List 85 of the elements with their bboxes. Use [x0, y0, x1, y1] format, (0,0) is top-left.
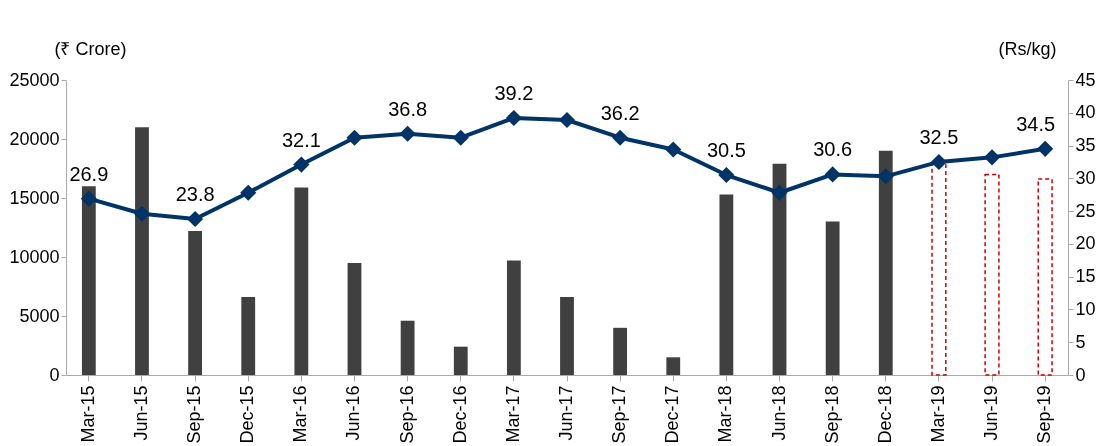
- x-tick-label: Jun-19: [981, 385, 1002, 441]
- bar: [613, 327, 628, 375]
- x-tick-label: Sep-16: [396, 385, 417, 444]
- bar: [135, 127, 149, 375]
- data-label: 23.8: [175, 182, 215, 205]
- data-label: 30.6: [813, 138, 853, 161]
- point: [718, 166, 735, 184]
- data-label: 39.2: [494, 82, 534, 105]
- data-label: 34.5: [1016, 112, 1056, 135]
- bar: [506, 260, 521, 375]
- y2-tick-label: 30: [1075, 167, 1096, 188]
- point: [240, 184, 257, 201]
- bar: [294, 187, 309, 375]
- bar: [719, 194, 734, 375]
- x-tick-label: Jun-16: [343, 385, 364, 441]
- data-label: 26.9: [69, 162, 109, 185]
- y2-tick-label: 10: [1075, 298, 1096, 319]
- point: [665, 141, 682, 158]
- bar: [81, 186, 96, 375]
- bar: [825, 221, 840, 375]
- x-tick-label: Sep-19: [1034, 385, 1055, 444]
- point: [399, 125, 416, 142]
- y2-tick-label: 40: [1075, 102, 1096, 123]
- point: [930, 153, 947, 171]
- data-label: 36.8: [388, 97, 428, 120]
- bar: [1037, 178, 1053, 376]
- x-tick-label: Mar-19: [927, 385, 948, 443]
- bar: [878, 150, 893, 375]
- y2-tick-label: 25: [1075, 200, 1096, 221]
- x-tick-label: Jun-15: [130, 385, 151, 441]
- data-label: 32.5: [919, 125, 959, 148]
- point: [187, 210, 204, 228]
- bar: [453, 346, 468, 375]
- bar: [984, 173, 1000, 376]
- point: [293, 156, 310, 173]
- data-label: 32.1: [281, 128, 321, 151]
- point: [983, 149, 1001, 166]
- bar: [241, 297, 256, 375]
- data-label: 30.5: [706, 139, 746, 162]
- bar: [560, 297, 574, 375]
- point: [452, 129, 469, 146]
- bar: [188, 231, 203, 375]
- y-tick-label: 0: [49, 364, 60, 385]
- data-label: 36.2: [600, 101, 640, 124]
- y2-tick-label: 45: [1075, 69, 1096, 90]
- y-tick-label: 20000: [9, 128, 60, 149]
- x-tick-label: Mar-16: [290, 385, 311, 443]
- y2-tick-label: 15: [1075, 266, 1096, 287]
- point: [877, 168, 894, 185]
- y-tick-label: 15000: [9, 187, 60, 208]
- bar: [772, 163, 787, 375]
- x-tick-label: Mar-17: [502, 385, 523, 443]
- point: [612, 129, 629, 146]
- y2-tick-label: 0: [1075, 364, 1086, 385]
- y2-tick-label: 5: [1075, 331, 1086, 352]
- x-tick-label: Dec-18: [874, 385, 895, 444]
- y2-tick-label: 35: [1075, 135, 1096, 156]
- point: [505, 109, 522, 127]
- point: [133, 205, 151, 222]
- point: [824, 166, 841, 183]
- point: [771, 184, 788, 201]
- y-axis-title: (₹ Crore): [54, 38, 127, 59]
- bar: [347, 262, 362, 375]
- y2-tick-label: 20: [1075, 233, 1096, 254]
- x-tick-label: Dec-17: [662, 385, 683, 444]
- point: [80, 190, 97, 207]
- point: [558, 111, 576, 129]
- x-tick-label: Jun-17: [556, 385, 576, 441]
- point: [346, 129, 363, 146]
- x-tick-label: Sep-15: [184, 385, 205, 444]
- x-tick-label: Sep-17: [609, 385, 630, 444]
- y-tick-label: 5000: [19, 305, 60, 326]
- y2-axis-title: (Rs/kg): [998, 38, 1057, 59]
- bar: [400, 320, 415, 375]
- point: [1037, 140, 1054, 157]
- y-tick-label: 25000: [9, 69, 60, 90]
- x-tick-label: Dec-16: [449, 385, 470, 444]
- x-tick-label: Dec-15: [237, 385, 258, 444]
- y-tick-label: 10000: [9, 246, 60, 267]
- x-tick-label: Jun-18: [768, 385, 789, 441]
- x-tick-label: Mar-15: [77, 385, 98, 443]
- bar: [931, 163, 947, 376]
- x-tick-label: Sep-18: [821, 385, 842, 444]
- x-tick-label: Mar-18: [715, 385, 736, 443]
- bar: [666, 357, 681, 375]
